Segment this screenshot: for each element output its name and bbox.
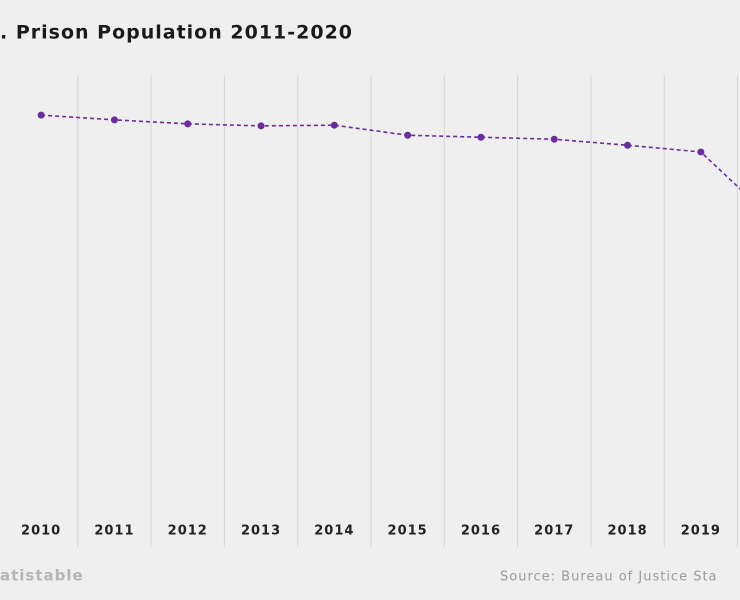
x-tick-label: 2012: [168, 524, 208, 539]
data-point: [37, 111, 45, 119]
x-tick-label: 2015: [388, 524, 428, 539]
x-tick-label: 2019: [681, 524, 721, 539]
x-tick-label: 2014: [314, 524, 354, 539]
source: Source: Bureau of Justice Sta: [500, 570, 718, 585]
data-point: [550, 135, 558, 143]
x-tick-label: 2011: [94, 524, 134, 539]
x-tick-label: 2017: [534, 524, 574, 539]
data-point: [184, 120, 192, 128]
x-tick-label: 2013: [241, 524, 281, 539]
x-tick-label: 2018: [607, 524, 647, 539]
data-point: [110, 116, 118, 124]
x-tick-label: 2016: [461, 524, 501, 539]
brand: atistable: [0, 567, 84, 585]
data-point: [477, 133, 485, 141]
data-point: [330, 121, 338, 129]
chart-title: . Prison Population 2011-2020: [0, 22, 353, 44]
data-point: [624, 141, 632, 149]
x-tick-label: 2010: [21, 524, 61, 539]
data-point: [404, 131, 412, 139]
data-point: [257, 122, 265, 130]
data-point: [697, 148, 705, 156]
